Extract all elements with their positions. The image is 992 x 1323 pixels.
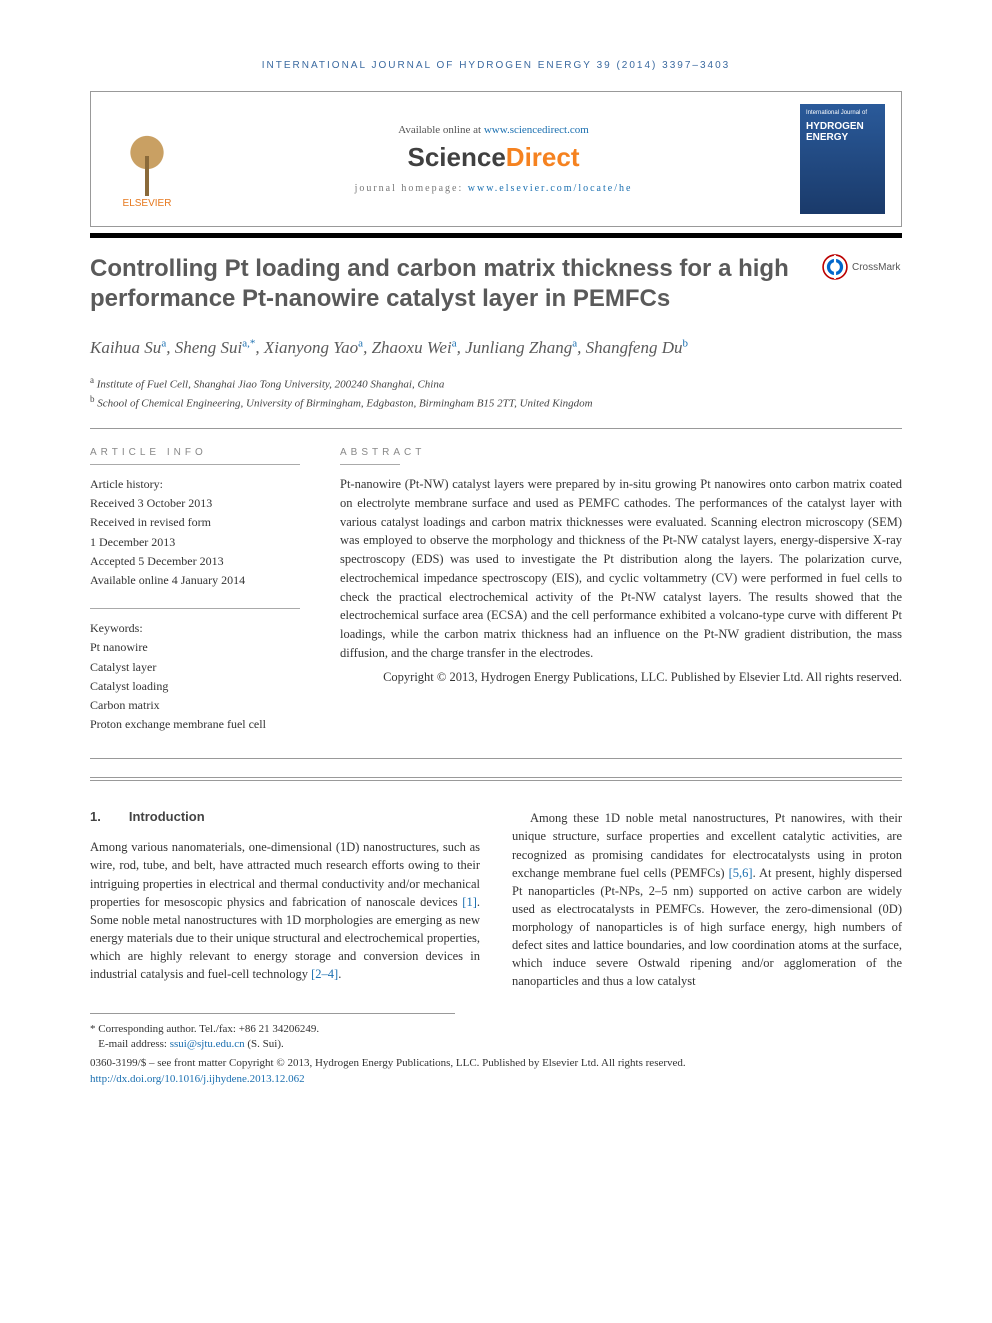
author-affil-sup: a,* (242, 337, 255, 349)
front-matter-copyright: 0360-3199/$ – see front matter Copyright… (90, 1056, 902, 1071)
journal-cover-thumbnail: International Journal of HYDROGEN ENERGY (800, 104, 885, 214)
article-info-label: ARTICLE INFO (90, 447, 300, 458)
citation-ref[interactable]: [5,6] (729, 866, 753, 880)
article-info-column: ARTICLE INFO Article history: Received 3… (90, 447, 300, 734)
homepage-prefix: journal homepage: (355, 183, 468, 194)
doi-line: http://dx.doi.org/10.1016/j.ijhydene.201… (90, 1072, 902, 1087)
sd-direct: Direct (506, 142, 580, 172)
citation-ref[interactable]: [1] (462, 895, 477, 909)
author: Zhaoxu Wei (372, 338, 452, 357)
history-line: Accepted 5 December 2013 (90, 552, 300, 571)
keyword: Catalyst loading (90, 677, 300, 696)
author-affil-sup: a (358, 337, 363, 349)
elsevier-logo: ELSEVIER (107, 109, 187, 209)
section-1-heading: 1. Introduction (90, 809, 480, 824)
elsevier-label: ELSEVIER (123, 198, 172, 209)
author-affil-sup: a (452, 337, 457, 349)
footnote-rule (90, 1013, 455, 1014)
section-1-number: 1. (90, 809, 101, 824)
running-head: INTERNATIONAL JOURNAL OF HYDROGEN ENERGY… (90, 60, 902, 71)
author: Xianyong Yao (264, 338, 358, 357)
cover-supertitle: International Journal of (806, 110, 879, 117)
homepage-link[interactable]: www.elsevier.com/locate/he (468, 183, 633, 194)
info-rule (90, 464, 300, 465)
history-line: Received 3 October 2013 (90, 494, 300, 513)
sciencedirect-logo: ScienceDirect (199, 142, 788, 173)
email-suffix: (S. Sui). (245, 1038, 284, 1050)
available-online-line: Available online at www.sciencedirect.co… (199, 124, 788, 136)
email-label: E-mail address: (98, 1038, 169, 1050)
author-affil-sup: b (682, 337, 688, 349)
affiliation-line: a Institute of Fuel Cell, Shanghai Jiao … (90, 374, 902, 393)
abstract-text: Pt-nanowire (Pt-NW) catalyst layers were… (340, 475, 902, 663)
journal-header: ELSEVIER Available online at www.science… (90, 91, 902, 227)
crossmark-label: CrossMark (852, 262, 900, 273)
body-col-left: 1. Introduction Among various nanomateria… (90, 809, 480, 990)
thick-divider (90, 233, 902, 238)
keyword: Catalyst layer (90, 658, 300, 677)
doi-link[interactable]: http://dx.doi.org/10.1016/j.ijhydene.201… (90, 1073, 305, 1085)
author: Kaihua Su (90, 338, 161, 357)
footnotes: * Corresponding author. Tel./fax: +86 21… (90, 1022, 902, 1088)
abstract-label: ABSTRACT (340, 447, 902, 458)
elsevier-tree-icon (117, 128, 177, 198)
body-columns: 1. Introduction Among various nanomateria… (90, 809, 902, 990)
email-line: E-mail address: ssui@sjtu.edu.cn (S. Sui… (90, 1037, 902, 1052)
corresponding-author-note: * Corresponding author. Tel./fax: +86 21… (90, 1022, 902, 1037)
header-center: Available online at www.sciencedirect.co… (199, 124, 788, 194)
citation-ref[interactable]: [2–4] (311, 967, 338, 981)
rule-below-info (90, 758, 902, 759)
author: Sheng Sui (175, 338, 243, 357)
crossmark-icon (822, 254, 848, 280)
history-line: Received in revised form (90, 513, 300, 532)
history-line: 1 December 2013 (90, 533, 300, 552)
email-link[interactable]: ssui@sjtu.edu.cn (170, 1038, 245, 1050)
keyword: Pt nanowire (90, 638, 300, 657)
keyword: Proton exchange membrane fuel cell (90, 715, 300, 734)
rule-above-info (90, 428, 902, 429)
available-prefix: Available online at (398, 124, 484, 136)
author-affil-sup: a (161, 337, 166, 349)
author: Shangfeng Du (586, 338, 683, 357)
crossmark-badge[interactable]: CrossMark (822, 254, 902, 280)
sd-science: Science (408, 142, 506, 172)
body-col-right: Among these 1D noble metal nanostructure… (512, 809, 902, 990)
abstract-column: ABSTRACT Pt-nanowire (Pt-NW) catalyst la… (340, 447, 902, 734)
keyword: Carbon matrix (90, 696, 300, 715)
section-1-title: Introduction (129, 809, 205, 824)
sciencedirect-link[interactable]: www.sciencedirect.com (484, 124, 589, 136)
affiliation-line: b School of Chemical Engineering, Univer… (90, 393, 902, 412)
article-history: Article history: Received 3 October 2013… (90, 475, 300, 590)
keywords-label: Keywords: (90, 619, 300, 638)
cover-title-1: HYDROGEN (806, 121, 879, 132)
history-label: Article history: (90, 475, 300, 494)
history-line: Available online 4 January 2014 (90, 571, 300, 590)
intro-paragraph-1: Among various nanomaterials, one-dimensi… (90, 838, 480, 983)
cover-title-2: ENERGY (806, 132, 879, 143)
authors-list: Kaihua Sua, Sheng Suia,*, Xianyong Yaoa,… (90, 336, 902, 360)
keywords-rule (90, 608, 300, 609)
double-rule (90, 777, 902, 781)
homepage-line: journal homepage: www.elsevier.com/locat… (199, 183, 788, 194)
affiliations: a Institute of Fuel Cell, Shanghai Jiao … (90, 374, 902, 412)
article-title: Controlling Pt loading and carbon matrix… (90, 254, 802, 314)
abstract-rule (340, 464, 400, 465)
intro-paragraph-2: Among these 1D noble metal nanostructure… (512, 809, 902, 990)
author: Junliang Zhang (465, 338, 572, 357)
keywords-block: Keywords: Pt nanowireCatalyst layerCatal… (90, 619, 300, 734)
abstract-copyright: Copyright © 2013, Hydrogen Energy Public… (340, 669, 902, 687)
author-affil-sup: a (572, 337, 577, 349)
